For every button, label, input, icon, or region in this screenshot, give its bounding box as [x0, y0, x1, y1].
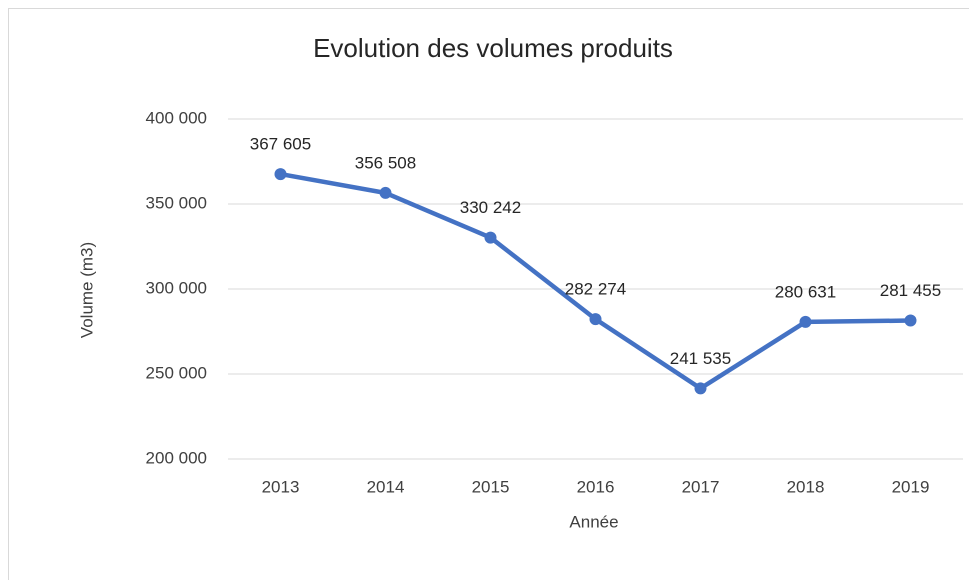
- marker: [589, 313, 602, 326]
- x-tick-label: 2014: [367, 477, 405, 496]
- y-tick-label: 300 000: [146, 278, 207, 297]
- y-tick-label: 250 000: [146, 363, 207, 382]
- data-label: 281 455: [880, 281, 941, 300]
- marker: [484, 231, 497, 244]
- y-tick-label: 400 000: [146, 108, 207, 127]
- data-label: 356 508: [355, 153, 416, 172]
- data-label: 280 631: [775, 282, 836, 301]
- x-tick-label: 2019: [892, 477, 930, 496]
- x-tick-label: 2015: [472, 477, 510, 496]
- data-label: 282 274: [565, 280, 626, 299]
- marker: [379, 186, 392, 199]
- marker: [799, 315, 812, 328]
- x-tick-label: 2017: [682, 477, 720, 496]
- x-tick-label: 2018: [787, 477, 825, 496]
- y-tick-label: 200 000: [146, 448, 207, 467]
- y-axis-label: Volume (m3): [77, 242, 96, 338]
- marker: [904, 314, 917, 327]
- x-tick-label: 2013: [262, 477, 300, 496]
- chart-title: Evolution des volumes produits: [313, 33, 673, 63]
- x-tick-label: 2016: [577, 477, 615, 496]
- marker: [694, 382, 707, 395]
- marker: [274, 168, 287, 181]
- data-label: 241 535: [670, 349, 731, 368]
- y-tick-label: 350 000: [146, 193, 207, 212]
- chart-border: [8, 8, 969, 580]
- data-label: 330 242: [460, 198, 521, 217]
- x-axis-label: Année: [569, 512, 618, 531]
- data-label: 367 605: [250, 135, 311, 154]
